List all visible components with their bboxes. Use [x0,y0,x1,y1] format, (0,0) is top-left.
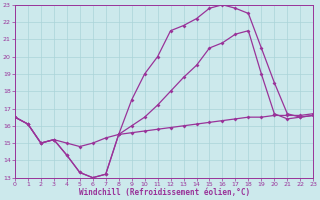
X-axis label: Windchill (Refroidissement éolien,°C): Windchill (Refroidissement éolien,°C) [78,188,250,197]
